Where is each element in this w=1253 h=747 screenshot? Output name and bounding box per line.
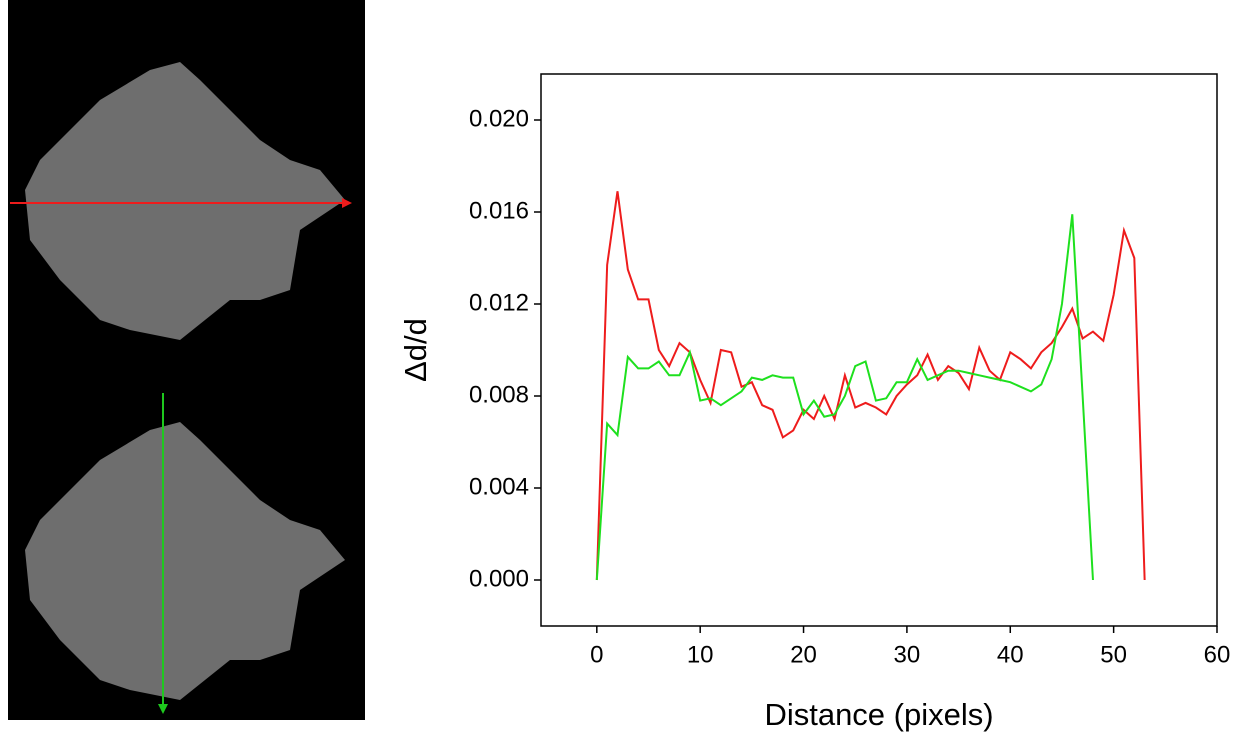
y-tick-label: 0.008	[469, 381, 529, 408]
y-axis-title: Δd/d	[398, 318, 433, 382]
plot-frame	[540, 73, 1218, 627]
y-tick-label: 0.000	[469, 565, 529, 592]
data-line	[595, 214, 1094, 581]
x-tick-label: 40	[997, 641, 1024, 668]
x-tick-label: 60	[1204, 641, 1231, 668]
y-tick-label: 0.016	[469, 197, 529, 224]
x-tick-label: 50	[1100, 641, 1127, 668]
x-tick-label: 10	[687, 641, 714, 668]
x-tick-label: 30	[894, 641, 921, 668]
x-axis-title: Distance (pixels)	[764, 697, 993, 732]
x-tick-label: 0	[590, 641, 603, 668]
y-tick-label: 0.020	[469, 105, 529, 132]
y-tick-label: 0.012	[469, 289, 529, 316]
image-panel	[8, 0, 365, 720]
x-tick-label: 20	[790, 641, 817, 668]
data-line	[595, 191, 1146, 581]
y-tick-label: 0.004	[469, 473, 529, 500]
